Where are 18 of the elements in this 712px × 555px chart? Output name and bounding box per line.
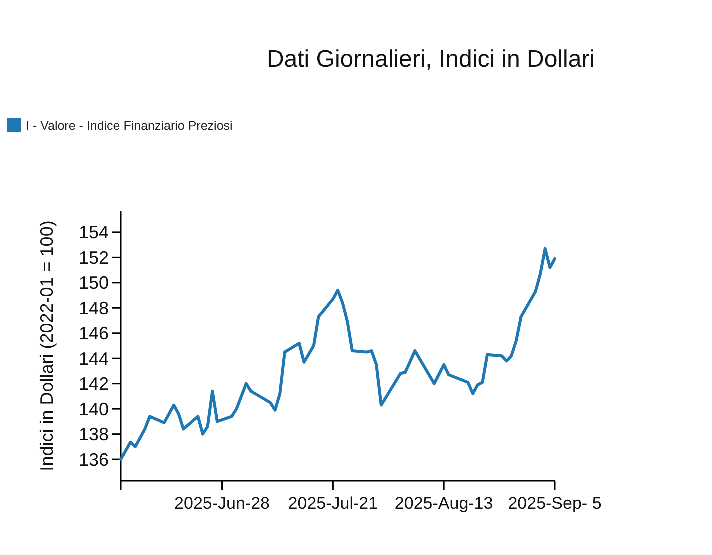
y-tick-label: 148 — [78, 298, 109, 318]
y-tick-label: 140 — [78, 399, 109, 420]
y-tick-label: 138 — [78, 424, 109, 445]
line-series — [120, 247, 556, 462]
y-tick-label: 144 — [78, 348, 109, 369]
chart-title: Dati Giornalieri, Indici in Dollari — [266, 46, 596, 73]
x-tick-label: 2025-Jul-21 — [288, 494, 378, 513]
y-tick-label: 146 — [78, 324, 109, 344]
y-axis-title: Indici in Dollari (2022-01 = 100) — [37, 220, 57, 472]
x-tick-label: 2025-Aug-13 — [394, 494, 494, 513]
y-tick-label: 150 — [78, 273, 109, 294]
y-tick-label: 136 — [78, 450, 109, 470]
y-tick-label: 142 — [78, 374, 109, 394]
y-tick-label: 154 — [78, 222, 109, 243]
x-tick-label: 2025-Sep- 5 — [508, 494, 602, 513]
x-tick-label: 2025-Jun-28 — [174, 494, 270, 513]
y-tick-label: 152 — [78, 248, 109, 268]
legend-label: I - Valore - Indice Finanziario Preziosi — [26, 119, 233, 133]
